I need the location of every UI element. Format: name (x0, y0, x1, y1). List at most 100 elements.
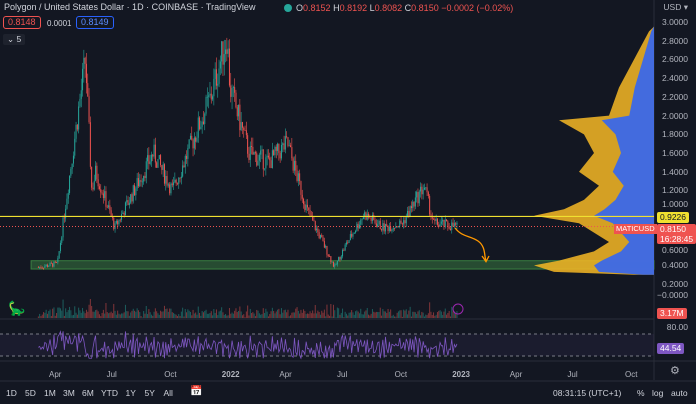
volume-bar (162, 311, 164, 318)
volume-bar (130, 312, 132, 318)
volume-bar (161, 311, 163, 318)
candle-body (305, 204, 307, 211)
volume-bar (88, 304, 90, 318)
volume-bar (308, 313, 310, 318)
candle-body (336, 260, 338, 265)
volume-bar (208, 313, 210, 318)
volume-bar (58, 307, 60, 318)
currency-selector[interactable]: USD ▾ (663, 2, 688, 12)
volume-bar (105, 302, 107, 318)
candle-body (98, 186, 100, 190)
candle-body (396, 226, 398, 228)
range-button-3m[interactable]: 3M (63, 388, 75, 398)
volume-bar (156, 311, 158, 318)
candle-body (192, 139, 194, 149)
candle-body (400, 220, 402, 224)
candle-body (444, 219, 446, 227)
candle-body (434, 219, 436, 221)
volume-bar (392, 314, 394, 318)
candle-body (309, 209, 311, 216)
candle-body (269, 157, 271, 161)
range-button-1d[interactable]: 1D (6, 388, 17, 398)
candle-body (157, 159, 159, 168)
candle-body (399, 220, 401, 227)
volume-bar (321, 310, 323, 318)
volume-bar (204, 310, 206, 318)
candle-body (345, 242, 347, 245)
range-button-5y[interactable]: 5Y (144, 388, 155, 398)
range-button-1y[interactable]: 1Y (125, 388, 136, 398)
volume-bar (418, 310, 420, 318)
log-toggle[interactable]: log (652, 388, 664, 398)
volume-bar (178, 314, 180, 318)
candle-body (130, 194, 132, 203)
candle-body (171, 183, 173, 186)
volume-bar (179, 315, 181, 318)
candle-body (50, 262, 52, 264)
candle-body (49, 262, 51, 266)
range-button-ytd[interactable]: YTD (101, 388, 118, 398)
volume-bar (280, 308, 282, 318)
candle-body (278, 143, 280, 153)
candle-body (188, 139, 190, 149)
volume-bar (123, 312, 125, 318)
auto-toggle[interactable]: auto (671, 388, 688, 398)
volume-bar (170, 308, 172, 318)
volume-tag: 3.17M (657, 308, 687, 319)
range-button-5d[interactable]: 5D (25, 388, 36, 398)
candle-body (436, 218, 438, 225)
candle-body (183, 165, 185, 168)
percent-toggle[interactable]: % (637, 388, 645, 398)
volume-bar (113, 303, 115, 318)
candle-body (335, 264, 337, 266)
sell-button[interactable]: 0.8148 (3, 16, 41, 29)
candle-body (101, 192, 103, 194)
candle-body (134, 185, 136, 196)
candle-body (425, 187, 427, 189)
candle-body (128, 202, 130, 206)
candle-body (217, 83, 219, 86)
volume-bar (318, 311, 320, 318)
volume-bar (401, 316, 403, 318)
volume-bar (369, 315, 371, 318)
ohlc-readout: O0.8152 H0.8192 L0.8082 C0.8150 −0.0002 … (296, 3, 514, 13)
candle-body (104, 191, 106, 198)
candle-body (66, 198, 68, 209)
volume-bar (100, 316, 102, 318)
volume-bar (96, 309, 98, 318)
volume-bar (377, 311, 379, 318)
candle-body (308, 207, 310, 210)
volume-bar (214, 312, 216, 318)
volume-bar (296, 307, 298, 318)
go-to-date-icon[interactable]: 📅 (190, 386, 203, 397)
volume-bar (405, 309, 407, 318)
candle-body (201, 121, 203, 127)
volume-bar (153, 311, 155, 318)
volume-bar (257, 310, 259, 318)
volume-bar (44, 312, 46, 318)
volume-bar (438, 310, 440, 318)
candle-body (288, 145, 290, 147)
volume-bar (174, 313, 176, 318)
buy-button[interactable]: 0.8149 (76, 16, 114, 29)
volume-bar (69, 306, 71, 318)
price-axis-label: 0.6000 (662, 244, 688, 255)
candle-body (348, 240, 350, 243)
last-price-tag: 0.8150 16:28:45 (657, 224, 696, 244)
volume-bar (251, 313, 253, 318)
collapse-indicators-button[interactable]: ⌄ 5 (3, 34, 26, 45)
time-axis-label: Oct (164, 370, 177, 379)
candle-body (139, 180, 141, 187)
volume-bar (262, 308, 264, 318)
settings-icon[interactable]: ⚙ (670, 365, 680, 377)
volume-bar (45, 309, 47, 318)
range-button-all[interactable]: All (163, 388, 173, 398)
candle-body (63, 217, 65, 219)
volume-bar (165, 309, 167, 318)
candle-body (222, 41, 224, 65)
range-button-1m[interactable]: 1M (44, 388, 56, 398)
volume-bar (193, 313, 195, 318)
candle-body (422, 189, 424, 195)
range-button-6m[interactable]: 6M (82, 388, 94, 398)
